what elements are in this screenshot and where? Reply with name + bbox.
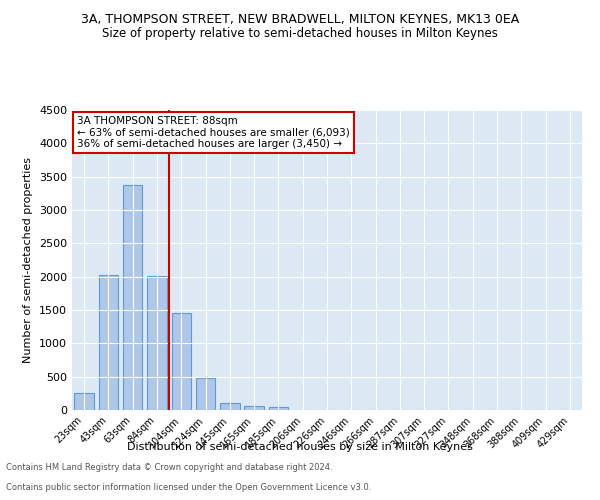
Text: 3A, THOMPSON STREET, NEW BRADWELL, MILTON KEYNES, MK13 0EA: 3A, THOMPSON STREET, NEW BRADWELL, MILTO… [81, 12, 519, 26]
Text: Distribution of semi-detached houses by size in Milton Keynes: Distribution of semi-detached houses by … [127, 442, 473, 452]
Bar [147, 276, 167, 410]
Text: Contains HM Land Registry data © Crown copyright and database right 2024.: Contains HM Land Registry data © Crown c… [6, 463, 332, 472]
Text: Contains public sector information licensed under the Open Government Licence v3: Contains public sector information licen… [6, 483, 371, 492]
Bar [172, 312, 191, 410]
Bar [244, 406, 264, 410]
Text: Size of property relative to semi-detached houses in Milton Keynes: Size of property relative to semi-detach… [102, 28, 498, 40]
Bar [269, 406, 288, 410]
Bar [74, 392, 94, 410]
Bar [99, 274, 118, 410]
Text: 3A THOMPSON STREET: 88sqm
← 63% of semi-detached houses are smaller (6,093)
36% : 3A THOMPSON STREET: 88sqm ← 63% of semi-… [77, 116, 350, 149]
Bar [196, 378, 215, 410]
Bar [220, 404, 239, 410]
Bar [123, 186, 142, 410]
Y-axis label: Number of semi-detached properties: Number of semi-detached properties [23, 157, 34, 363]
